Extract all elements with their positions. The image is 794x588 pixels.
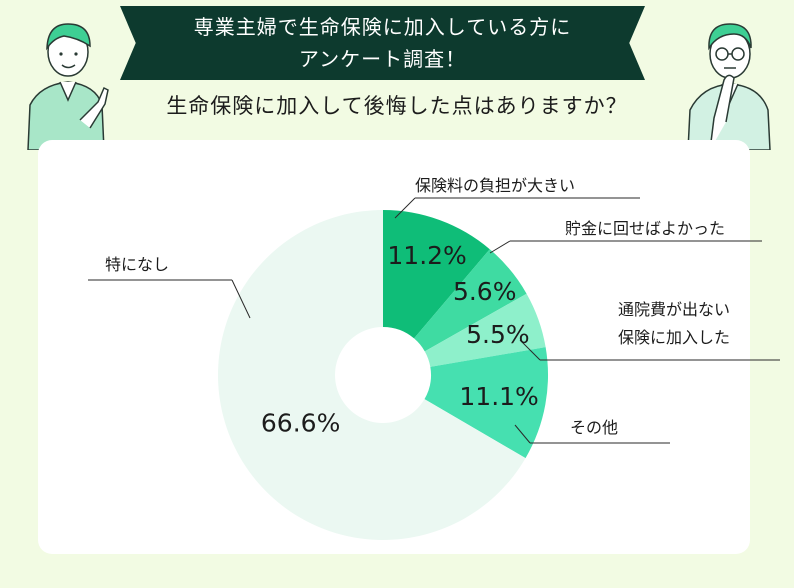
leader-line-3-1 bbox=[519, 339, 541, 361]
banner-title-line1: 専業主婦で生命保険に加入している方に bbox=[193, 15, 572, 39]
title-banner: 専業主婦で生命保険に加入している方に アンケート調査！ bbox=[120, 6, 645, 80]
person-pointing-illustration bbox=[27, 23, 109, 150]
value-label-3: 5.5% bbox=[466, 320, 530, 349]
leader-line-5-1 bbox=[231, 279, 251, 319]
category-label-5: 特になし bbox=[105, 255, 169, 274]
slice-5 bbox=[217, 210, 526, 540]
banner-title-line2: アンケート調査！ bbox=[298, 47, 467, 71]
value-label-2: 5.6% bbox=[453, 277, 517, 306]
person-thinking-illustration bbox=[687, 23, 771, 150]
slice-4 bbox=[424, 347, 548, 459]
category-label-1: 保険料の負担が大きい bbox=[415, 176, 575, 195]
slice-1 bbox=[383, 210, 490, 339]
leader-line-4-1 bbox=[514, 424, 531, 444]
slice-3 bbox=[424, 293, 546, 367]
leader-line-2-1 bbox=[489, 240, 511, 254]
category-label-3: 通院費が出ない保険に加入した bbox=[618, 300, 730, 347]
value-label-4: 11.1% bbox=[459, 382, 538, 411]
leader-line-1-1 bbox=[394, 197, 416, 219]
value-label-5: 66.6% bbox=[261, 408, 340, 437]
value-label-1: 11.2% bbox=[387, 241, 466, 270]
category-label-2: 貯金に回せばよかった bbox=[565, 219, 725, 238]
category-label-4: その他 bbox=[570, 418, 618, 437]
slice-2 bbox=[414, 249, 527, 352]
question-title: 生命保険に加入して後悔した点はありますか？ bbox=[166, 94, 628, 118]
